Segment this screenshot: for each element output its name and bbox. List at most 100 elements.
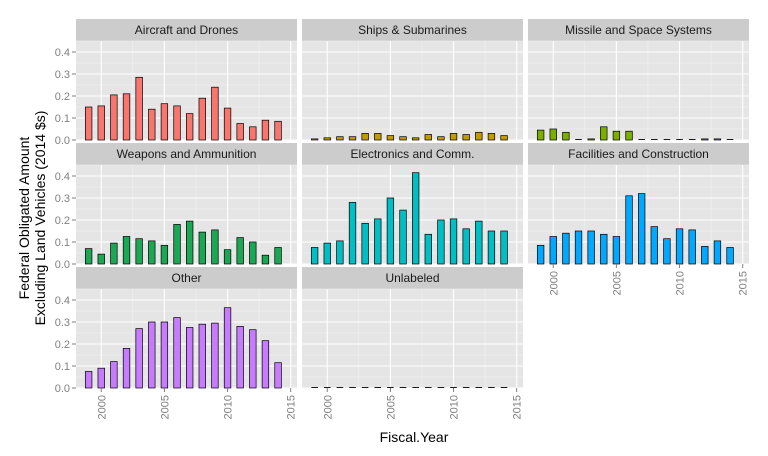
y-tick-label: 0.4 [55, 171, 70, 183]
bar-2003 [135, 76, 143, 141]
y-tick-label: 0.2 [55, 91, 70, 103]
panel-background [302, 289, 523, 388]
facet-panel-3: Missile and Space Systems [528, 19, 749, 141]
bar-2007 [638, 193, 646, 265]
bar-2008 [424, 233, 432, 265]
bar-2012 [249, 241, 257, 265]
bar-2014 [274, 247, 282, 265]
facet-panel-2: Ships & Submarines [302, 19, 523, 141]
bar-2003 [587, 138, 595, 141]
bar-2005 [160, 103, 169, 141]
bar-2013 [713, 240, 722, 265]
bar-2002 [122, 348, 131, 389]
bar-1999 [310, 138, 319, 141]
facet-title: Facilities and Construction [568, 147, 709, 161]
x-tick-label: 2005 [385, 395, 397, 419]
bar-2012 [701, 138, 709, 141]
bar-2008 [198, 323, 206, 389]
bar-2011 [236, 326, 244, 389]
y-tick-label: 0.3 [55, 317, 70, 329]
bar-2007 [412, 172, 420, 265]
bar-2004 [148, 108, 156, 141]
bar-2005 [386, 197, 395, 265]
bar-2010 [223, 307, 232, 389]
bar-2013 [487, 133, 496, 141]
bar-2000 [323, 242, 331, 265]
bar-2012 [701, 246, 709, 265]
y-tick-label: 0.2 [55, 339, 70, 351]
y-axis-title-line-2: Excluding Land Vehicles (2014 $s) [32, 111, 48, 326]
x-tick-label: 2015 [286, 395, 298, 419]
bar-2005 [386, 135, 395, 141]
bar-2012 [249, 126, 257, 141]
bar-1999 [84, 371, 93, 389]
bar-2013 [261, 254, 270, 265]
facet-title: Unlabeled [385, 271, 439, 285]
facet-strip [528, 19, 749, 41]
bar-2003 [361, 222, 369, 265]
bar-1999 [310, 247, 319, 265]
bar-2014 [274, 362, 282, 389]
facet-strip [302, 267, 523, 289]
bar-2002 [122, 236, 131, 265]
x-axis-title: Fiscal.Year [380, 429, 449, 445]
bar-2010 [223, 249, 232, 265]
bar-1999 [84, 106, 93, 141]
facet-title: Electronics and Comm. [350, 147, 474, 161]
bar-2001 [562, 131, 570, 141]
bar-2000 [549, 128, 557, 141]
bar-2011 [236, 123, 244, 141]
bar-2004 [374, 218, 382, 265]
bar-2000 [323, 137, 331, 141]
x-tick-label: 2010 [675, 271, 687, 295]
y-tick-label: 0.1 [55, 237, 70, 249]
bar-2002 [574, 230, 583, 265]
y-tick-label: 0.1 [55, 361, 70, 373]
y-tick-label: 0.0 [55, 135, 70, 147]
facet-panels: Aircraft and Drones 0.0 0.1 0.2 0.3 0.4 Ships … [55, 19, 750, 419]
bar-2008 [424, 134, 432, 141]
y-tick-label: 0.1 [55, 113, 70, 125]
x-tick-label: 2015 [512, 395, 524, 419]
bar-2009 [211, 86, 219, 141]
facet-strip [302, 19, 523, 41]
y-tick-label: 0.4 [55, 295, 70, 307]
bar-2010 [675, 228, 684, 265]
bar-2007 [186, 327, 194, 389]
bar-2000 [97, 253, 105, 265]
bar-2009 [211, 322, 219, 389]
bar-2009 [663, 238, 671, 265]
bar-2003 [587, 230, 595, 265]
panel-background [528, 41, 749, 140]
bar-2006 [173, 224, 181, 265]
y-axis-title-line-1: Federal Obligated Amount [16, 137, 32, 300]
bar-2006 [625, 195, 633, 265]
bar-2005 [612, 130, 621, 141]
bar-2008 [650, 226, 658, 265]
bar-2005 [160, 321, 169, 389]
bar-2005 [612, 236, 621, 265]
bar-2009 [437, 219, 445, 265]
facet-title: Ships & Submarines [358, 23, 467, 37]
facet-title: Missile and Space Systems [565, 23, 712, 37]
facet-strip [528, 143, 749, 165]
bar-2005 [160, 244, 169, 265]
bar-1999 [536, 129, 545, 141]
bar-2004 [600, 126, 608, 141]
y-tick-label: 0.3 [55, 193, 70, 205]
bar-2007 [186, 220, 194, 265]
y-tick-label: 0.3 [55, 69, 70, 81]
bar-2006 [399, 209, 407, 265]
facet-panel-5: Electronics and Comm. [302, 143, 523, 265]
bar-2013 [261, 119, 270, 141]
bar-2002 [348, 136, 357, 141]
bar-2001 [336, 136, 344, 141]
bar-2007 [186, 113, 194, 141]
bar-2008 [198, 97, 206, 141]
x-tick-label: 2000 [548, 271, 560, 295]
bar-2006 [173, 105, 181, 141]
bar-2013 [261, 340, 270, 389]
facet-panel-6: Facilities and Construction 2000 2005 2010 2… [528, 143, 750, 295]
bar-2010 [223, 107, 232, 141]
